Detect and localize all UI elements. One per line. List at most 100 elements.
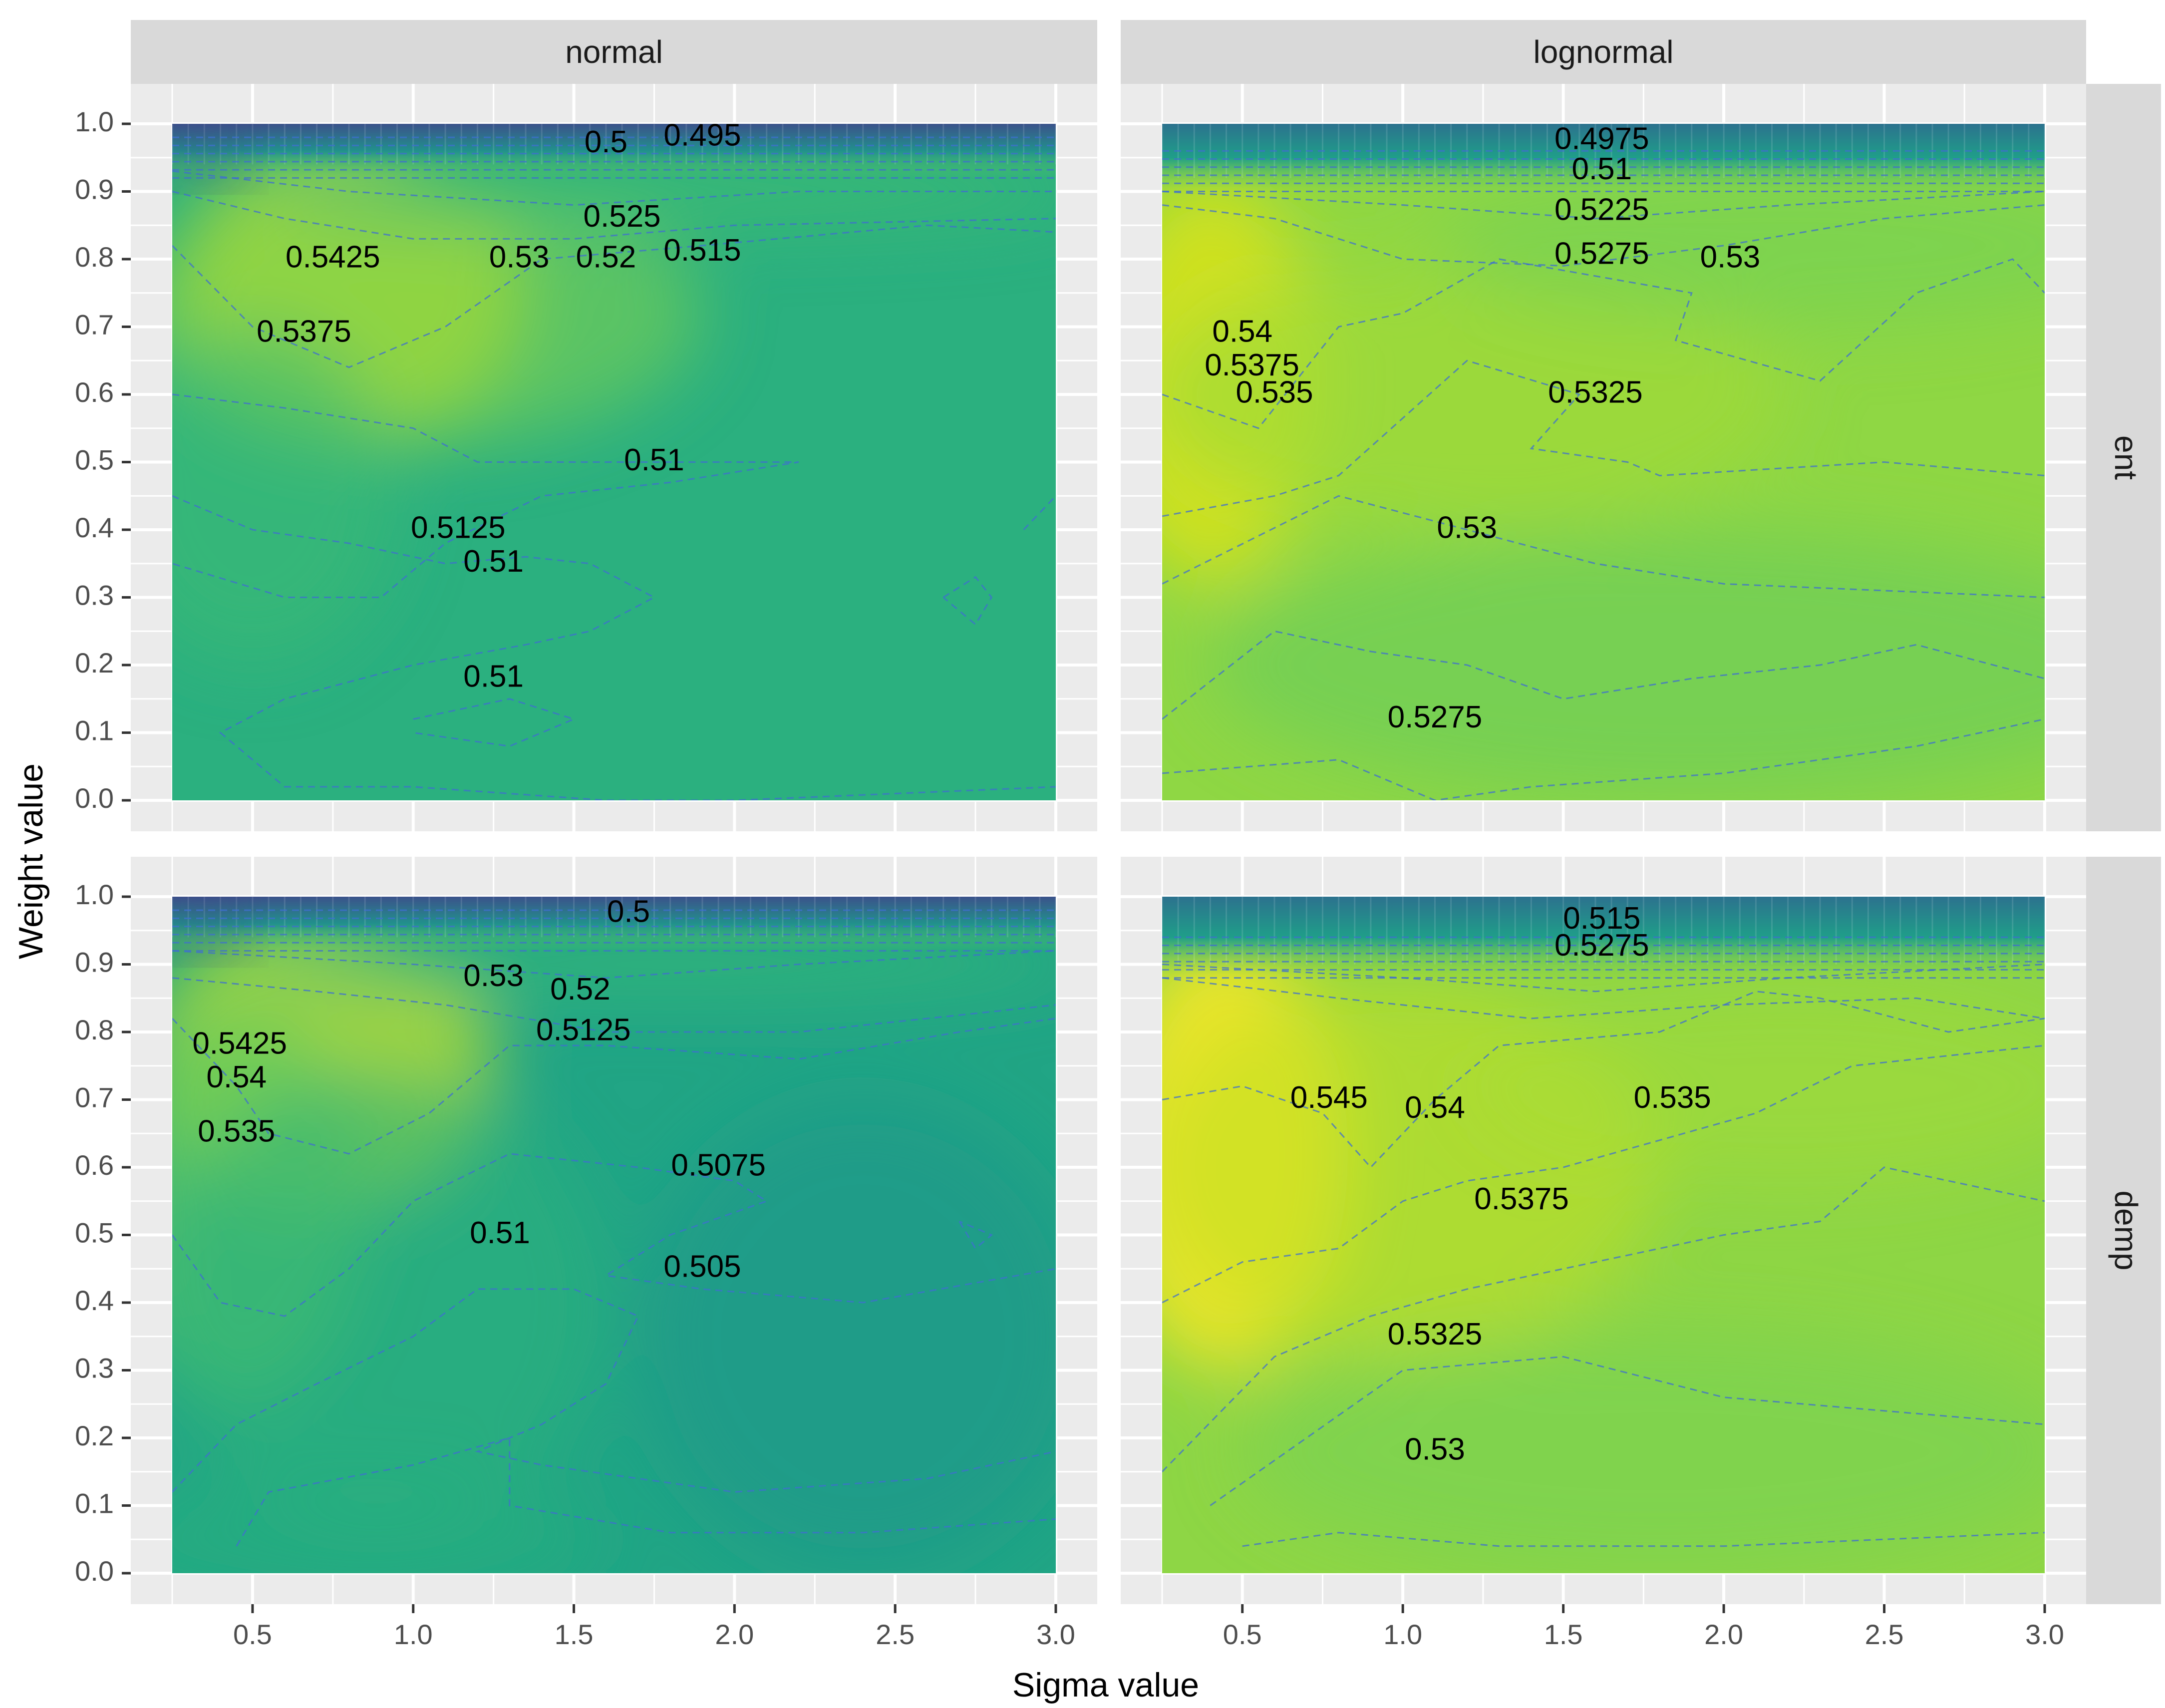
contour-label: 0.51 [1571,152,1632,186]
panel-normal-ent: 0.5 0.495 0.525 0.5425 0.53 0.52 0.515 0.5375 0.… [131,84,1097,831]
contour-label: 0.54 [206,1060,267,1094]
contour-line [1023,495,1056,531]
contour-label: 0.5225 [1554,193,1649,227]
y-tick-label: 1.0 [75,879,114,910]
y-tick-label: 1.0 [75,106,114,137]
strip-lognormal [1121,20,2086,84]
contour-label: 0.5 [585,125,627,159]
contour-line [958,1221,993,1250]
contour-line [236,1437,1056,1547]
y-tick-label: 0.2 [75,1420,114,1451]
surface-corner-dark [172,897,237,944]
contour-line [1162,1044,2045,1304]
contour-label: 0.5375 [1205,348,1299,382]
surface-top-band [172,897,1056,951]
contour-label: 0.51 [624,443,684,477]
contour-line [1162,977,2045,1020]
contour-line [1162,191,2045,220]
y-tick-label: 0.3 [75,579,114,611]
contour-surface [172,897,1056,1573]
y-tick-label: 0.2 [75,647,114,679]
contour-line [172,977,1056,1033]
surface-top-band [172,124,1056,178]
contour-line [172,495,1056,800]
contour-line [942,576,993,626]
y-tick-label: 0.3 [75,1352,114,1383]
contour-label: 0.53 [1437,510,1497,545]
surface-top-band [1162,124,2045,192]
contour-label: 0.5375 [257,314,351,348]
contour-label: 0.53 [1405,1432,1465,1466]
contour-line [1162,964,2045,993]
y-tick-label: 0.1 [75,714,114,746]
contour-label: 0.505 [663,1250,741,1284]
contour-line [172,1288,1056,1493]
surface-patch [1162,259,1788,530]
contour-label: 0.5375 [1474,1182,1569,1216]
contour-label: 0.535 [1634,1080,1711,1115]
surface-patch [1435,164,2045,327]
contour-label: 0.53 [489,240,550,274]
contour-label: 0.5075 [671,1148,766,1182]
contour-label: 0.4975 [1554,121,1649,156]
contour-label: 0.53 [463,959,524,993]
axes-layer: 0.0 0.1 0.2 0.3 0.4 0.5 0.6 0.7 0.8 0.9 1.0 0.0 0.1 0… [75,106,2064,1650]
y-tick-label: 0.1 [75,1487,114,1519]
contour-line [1162,258,2045,429]
x-tick-label: 3.0 [2025,1619,2064,1650]
contour-label: 0.535 [198,1114,275,1149]
contour-label: 0.515 [1563,901,1640,936]
contour-label: 0.5325 [1548,375,1643,409]
x-tick-label: 0.5 [233,1619,272,1650]
x-tick-label: 1.0 [1383,1619,1422,1650]
contour-label: 0.52 [576,240,636,274]
contour-label: 0.5275 [1554,928,1649,963]
contour-surface [172,124,1056,800]
y-tick-label: 0.7 [75,1081,114,1113]
strip-label-normal: normal [565,34,663,70]
y-tick-label: 0.8 [75,1014,114,1045]
x-axis-title: Sigma value [1012,1666,1199,1704]
y-tick-label: 0.7 [75,309,114,340]
surface-patch [172,1471,606,1573]
surface-patches [1162,937,2045,1573]
contour-label: 0.53 [1700,240,1761,274]
contour-line [1162,1166,2045,1472]
x-tick-label: 2.0 [715,1619,754,1650]
surface-patch [1210,530,2045,800]
contour-label: 0.54 [1405,1090,1465,1125]
surface-patches [172,917,1056,1573]
x-tick-label: 3.0 [1036,1619,1075,1650]
strip-ent [2086,84,2161,831]
contour-label: 0.51 [463,659,524,693]
y-tick-label: 0.9 [75,946,114,978]
facet-strips-layer: normal lognormal ent demp [131,20,2161,1604]
surface-patch [638,1099,1056,1573]
x-tick-label: 2.5 [1865,1619,1904,1650]
surface-patches [1162,164,2045,800]
contour-label: 0.5425 [192,1026,287,1060]
contour-line [1162,495,2045,598]
contour-line [172,1153,1056,1317]
y-tick-label: 0.9 [75,173,114,205]
contour-label: 0.5425 [286,240,380,274]
contour-line [172,393,799,598]
strip-demp [2086,857,2161,1604]
x-tick-label: 2.5 [876,1619,915,1650]
contour-label: 0.515 [663,233,741,268]
surface-patch [1242,1330,2045,1573]
contour-line [172,1018,1056,1155]
contour-label: 0.525 [584,199,661,234]
strip-label-lognormal: lognormal [1533,34,1673,70]
x-tick-label: 1.5 [1544,1619,1583,1650]
contour-label: 0.5 [607,894,650,929]
y-tick-label: 0.6 [75,1149,114,1181]
x-tick-label: 0.5 [1223,1619,1262,1650]
y-tick-label: 0.5 [75,444,114,475]
contour-label: 0.545 [1290,1080,1368,1115]
contour-label: 0.52 [550,972,611,1007]
contour-surface [1162,124,2045,800]
